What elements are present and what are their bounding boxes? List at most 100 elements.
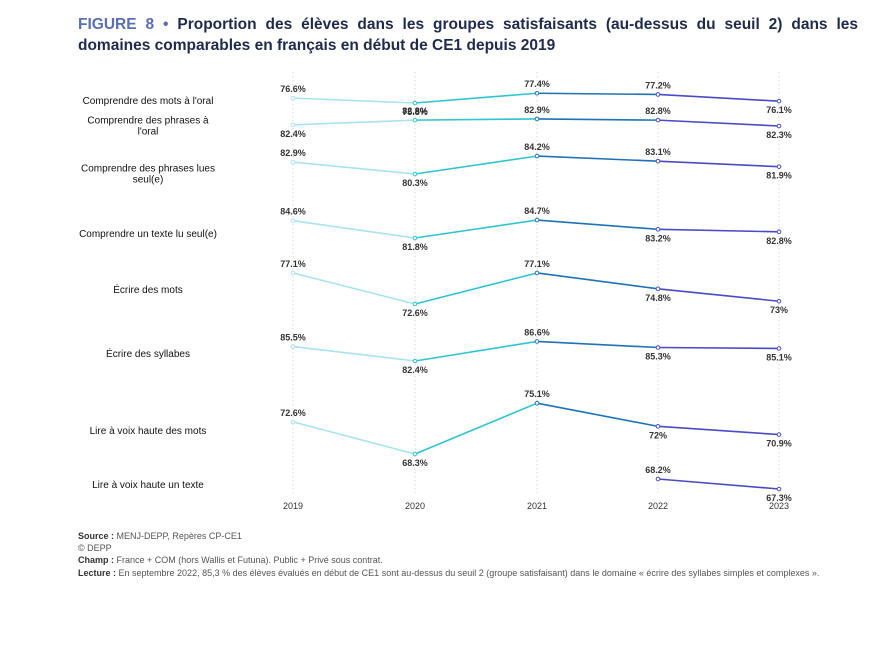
series-segment: [414, 402, 538, 455]
lecture-line: Lecture : En septembre 2022, 85,3 % des …: [78, 567, 820, 578]
data-label: 84.2%: [524, 142, 550, 152]
data-label: 82.3%: [766, 130, 792, 140]
row-label: Lire à voix haute un texte: [92, 480, 204, 491]
series-segment: [292, 219, 416, 239]
data-point: [655, 92, 661, 97]
series-segment: [536, 340, 659, 349]
data-point: [655, 345, 661, 350]
data-point: [290, 419, 296, 425]
data-point: [655, 158, 661, 164]
x-tick-2019: 2019: [283, 501, 303, 511]
data-point: [534, 153, 540, 159]
data-label: 70.9%: [766, 439, 792, 449]
x-axis: 2019 2020 2021 2022 2023: [283, 501, 789, 511]
data-label: 82.8%: [402, 106, 428, 116]
data-label: 85.5%: [280, 333, 306, 343]
data-point: [534, 270, 540, 276]
data-point: [534, 116, 540, 122]
data-label: 73%: [770, 305, 788, 315]
data-point: [412, 100, 418, 106]
series-segment: [536, 272, 659, 290]
chart-notes: Source : MENJ-DEPP, Repères CP-CE1 © DEP…: [78, 530, 868, 579]
series-row-3: Comprendre un texte lu seul(e) 84.6% 81.8%…: [79, 206, 792, 252]
series-segment: [414, 155, 538, 175]
data-point: [412, 117, 418, 123]
data-point: [290, 344, 296, 349]
data-label: 77.2%: [645, 80, 671, 90]
series-segment: [414, 340, 538, 362]
x-tick-2023: 2023: [769, 501, 789, 511]
chart-title: FIGURE 8 • Proportion des élèves dans le…: [78, 14, 858, 56]
row-label: Lire à voix haute des mots: [90, 426, 207, 437]
series-segment: [536, 155, 659, 162]
data-label: 86.6%: [524, 327, 550, 337]
data-label: 75.1%: [524, 389, 550, 399]
series-segment: [657, 93, 780, 102]
data-label: 75.8%: [402, 107, 428, 117]
series-segment: [657, 478, 780, 490]
series-segment: [414, 118, 538, 121]
data-label: 82.4%: [280, 129, 306, 139]
x-tick-2022: 2022: [648, 501, 668, 511]
series-segment: [657, 288, 780, 303]
data-label: 80.3%: [402, 178, 428, 188]
series-segment: [657, 346, 780, 350]
series-segment: [414, 272, 538, 305]
data-label: 81.9%: [766, 171, 792, 181]
series-segment: [536, 219, 659, 231]
data-label: 83.1%: [645, 147, 671, 157]
series-segment: [536, 92, 659, 96]
title-separator: •: [163, 16, 169, 33]
data-point: [776, 164, 782, 169]
row-label: Comprendre des phrases lues seul(e): [81, 164, 215, 186]
figure-number: FIGURE 8: [78, 16, 155, 33]
data-label: 85.1%: [766, 352, 792, 362]
data-label: 72%: [649, 430, 667, 440]
row-label: Comprendre des phrases à l'oral: [87, 116, 209, 138]
data-point: [412, 171, 418, 177]
data-label: 85.3%: [645, 352, 671, 362]
row-label: Écrire des syllabes: [106, 347, 190, 360]
series-row-2: Comprendre des phrases lues seul(e) 82.9% 8…: [81, 142, 792, 188]
series-segment: [292, 272, 416, 305]
data-label: 84.6%: [280, 207, 306, 217]
series-segment: [414, 219, 538, 239]
data-label: 74.8%: [645, 293, 671, 303]
data-label: 81.8%: [402, 242, 428, 252]
title-text: Proportion des élèves dans les groupes s…: [78, 16, 859, 54]
data-label: 72.6%: [402, 308, 428, 318]
data-point: [290, 159, 296, 165]
row-label: Écrire des mots: [113, 283, 182, 296]
data-point: [655, 424, 661, 429]
data-point: [290, 122, 296, 128]
data-point: [655, 227, 661, 232]
series-segment: [536, 118, 659, 121]
data-point: [290, 270, 296, 276]
series-segment: [657, 160, 780, 168]
data-label: 82.9%: [280, 148, 306, 158]
series-row-0: Comprendre des mots à l'oral 76.6% 75.8% 77…: [83, 79, 792, 117]
data-point: [776, 123, 782, 129]
series-segment: [657, 425, 780, 436]
series-segment: [292, 345, 416, 362]
data-point: [776, 229, 782, 235]
data-label: 77.1%: [280, 259, 306, 269]
data-label: 84.7%: [524, 206, 550, 216]
data-label: 77.1%: [524, 259, 550, 269]
row-label: Comprendre un texte lu seul(e): [79, 229, 217, 240]
data-point: [655, 117, 661, 123]
data-point: [412, 235, 418, 241]
data-label: 82.8%: [645, 106, 671, 116]
data-label: 83.2%: [645, 233, 671, 243]
series-segment: [292, 421, 416, 455]
data-label: 82.8%: [766, 236, 792, 246]
source-line: Source : MENJ-DEPP, Repères CP-CE1: [78, 531, 242, 541]
data-point: [776, 432, 782, 437]
x-tick-2021: 2021: [527, 501, 547, 511]
x-tick-2020: 2020: [405, 501, 425, 511]
data-point: [655, 476, 661, 482]
data-point: [534, 90, 540, 96]
series-row-1: Comprendre des phrases à l'oral 82.4% 82.8%…: [87, 105, 791, 140]
data-point: [655, 286, 661, 292]
data-point: [290, 95, 296, 101]
